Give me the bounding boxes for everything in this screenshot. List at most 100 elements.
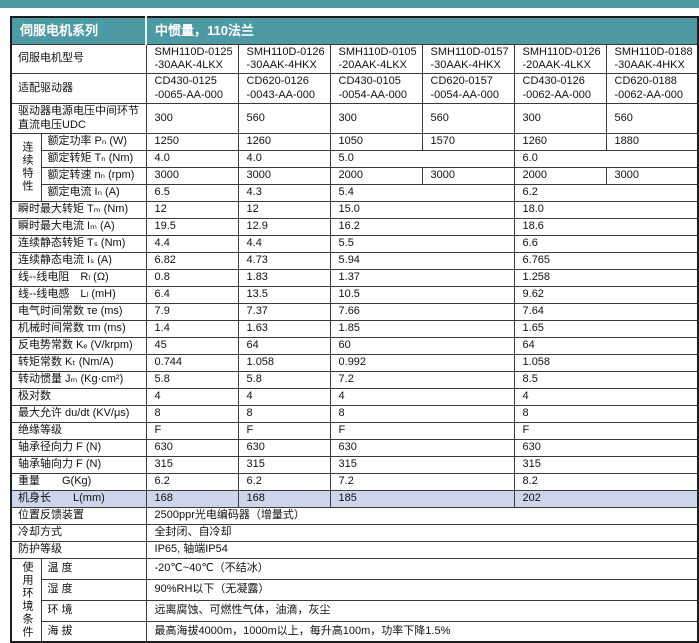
spec-value-cell: 13.5	[237, 285, 331, 304]
spec-value-cell: 1.058	[237, 353, 331, 372]
spec-value-cell: 18.6	[513, 217, 699, 236]
spec-row-label: 轴承径向力 F (N)	[10, 438, 147, 457]
spec-value-cell: 630	[237, 438, 331, 457]
spec-row-label: 极对数	[10, 387, 147, 406]
spec-value-cell: 12.9	[237, 217, 331, 236]
spec-row: 轴承径向力 F (N) 630 630 630 630	[10, 438, 699, 457]
spec-value-cell: 8	[513, 404, 699, 423]
spec-value-cell: CD620-0188 -0062-AA-000	[605, 73, 699, 105]
spec-value-cell: 16.2	[329, 217, 515, 236]
spec-value-cell: 1.65	[513, 319, 699, 338]
spec-row-label: 连续静态电流 Iₛ (A)	[10, 251, 147, 270]
spec-value-cell: 5.4	[329, 183, 515, 202]
spec-row: 伺服电机型号 SMH110D-0125 -30AAK-4LKX SMH110D-01…	[10, 43, 699, 75]
spec-value-cell: 6.5	[145, 183, 239, 202]
spec-value-cell: 4.0	[237, 149, 331, 168]
spec-value-cell: 15.0	[329, 200, 515, 219]
spec-value-cell: 4	[237, 387, 331, 406]
spec-row: 海 拔最高海拔4000m，1000m以上，每升高100m，功率下降1.5%	[11, 620, 699, 643]
spec-row: 最大允许 du/dt (KV/μs) 8 8 8 8	[10, 404, 699, 423]
spec-value-cell: 2500ppr光电编码器（增量式）	[145, 506, 699, 525]
spec-value-cell: 6.4	[145, 285, 239, 304]
spec-value-cell: 12	[145, 200, 239, 219]
spec-row-label: 环 境	[40, 599, 147, 622]
spec-value-cell: 1260	[237, 132, 331, 151]
header-series-value: 中惯量，110法兰	[145, 16, 699, 45]
spec-value-cell: 1.4	[145, 319, 239, 338]
spec-row: 位置反馈装置 2500ppr光电编码器（增量式）	[10, 506, 699, 525]
spec-row: 额定电流 Iₙ (A) 6.5 4.3 5.4 6.2	[11, 183, 699, 202]
spec-value-cell: F	[513, 421, 699, 440]
spec-value-cell: 64	[237, 336, 331, 355]
spec-value-cell: 2000	[513, 166, 607, 185]
spec-row: 湿 度 90%RH以下（无凝露）	[11, 578, 699, 601]
spec-value-cell: 8	[145, 404, 239, 423]
spec-value-cell: 630	[513, 438, 699, 457]
spec-row: 使用环境条件温 度 -20℃~40℃（不结冰）	[10, 557, 699, 643]
spec-row-label: 伺服电机型号	[10, 43, 147, 75]
spec-value-cell: 6.6	[513, 234, 699, 253]
spec-row-label: 线--线电感 Lₗ (mH)	[10, 285, 147, 304]
spec-row-label: 机身长 L(mm)	[10, 489, 147, 508]
spec-row: 连续特性 额定功率 Pₙ (W) 1250 1260 1050 1570 1260 1880	[10, 132, 699, 202]
spec-row: 瞬时最大转矩 Tₘ (Nm) 12 12 15.0 18.0	[10, 200, 699, 219]
spec-row-label: 位置反馈装置	[10, 506, 147, 525]
spec-value-cell: 630	[329, 438, 515, 457]
spec-value-cell: 1.63	[237, 319, 331, 338]
spec-value-cell: 315	[237, 455, 331, 474]
spec-value-cell: 6.2	[513, 183, 699, 202]
spec-value-cell: 6.2	[237, 472, 331, 491]
spec-row: 绝缘等级 F F F F	[10, 421, 699, 440]
spec-value-cell: 全封闭、自冷却	[145, 523, 699, 542]
spec-row-highlighted: 机身长 L(mm) 168 168 185 202	[10, 489, 699, 508]
spec-value-cell: 8.5	[513, 370, 699, 389]
spec-value-cell: 4.3	[237, 183, 331, 202]
spec-value-cell: 4	[329, 387, 515, 406]
spec-value-cell: 300	[145, 103, 239, 134]
spec-row-label: 额定电流 Iₙ (A)	[40, 183, 147, 202]
spec-value-cell: 4.4	[237, 234, 331, 253]
spec-value-cell: CD430-0105 -0054-AA-000	[329, 73, 423, 105]
spec-value-cell: 0.744	[145, 353, 239, 372]
spec-value-cell: 5.94	[329, 251, 515, 270]
spec-value-cell: 1.85	[329, 319, 515, 338]
spec-row: 电气时间常数 τe (ms) 7.9 7.37 7.66 7.64	[10, 302, 699, 321]
spec-value-cell: 5.0	[329, 149, 515, 168]
spec-row-label: 适配驱动器	[10, 73, 147, 105]
spec-row-label: 机械时间常数 τm (ms)	[10, 319, 147, 338]
spec-value-cell: 7.9	[145, 302, 239, 321]
group-label: 使用环境条件	[10, 557, 42, 643]
spec-value-cell: F	[237, 421, 331, 440]
spec-value-cell: 5.5	[329, 234, 515, 253]
spec-row-label: 额定转速 nₙ (rpm)	[40, 166, 147, 185]
spec-value-cell: 1.058	[513, 353, 699, 372]
spec-value-cell: 6.2	[145, 472, 239, 491]
spec-value-cell: CD430-0125 -0065-AA-000	[145, 73, 239, 105]
spec-row-label: 额定转矩 Tₙ (Nm)	[40, 149, 147, 168]
spec-value-cell: SMH110D-0126 -20AAK-4LKX	[513, 43, 607, 75]
spec-value-cell: 6.82	[145, 251, 239, 270]
spec-value-cell: CD620-0126 -0043-AA-000	[237, 73, 331, 105]
spec-row: 瞬时最大电流 Iₘ (A) 19.5 12.9 16.2 18.6	[10, 217, 699, 236]
spec-row: 适配驱动器 CD430-0125 -0065-AA-000 CD620-0126 -…	[10, 73, 699, 105]
spec-value-cell: 8.2	[513, 472, 699, 491]
spec-value-cell: 315	[513, 455, 699, 474]
spec-value-cell: 4	[513, 387, 699, 406]
spec-row: 重量 G(Kg) 6.2 6.2 7.2 8.2	[10, 472, 699, 491]
spec-value-cell: 1.37	[329, 268, 515, 287]
spec-value-cell: 4.4	[145, 234, 239, 253]
spec-value-cell: 8	[237, 404, 331, 423]
spec-row-label: 转矩常数 Kₜ (Nm/A)	[10, 353, 147, 372]
spec-value-cell: 远离腐蚀、可燃性气体，油滴，灰尘	[145, 599, 699, 622]
top-accent-bar	[0, 0, 699, 8]
spec-value-cell: SMH110D-0188 -30AAK-4HKX	[605, 43, 699, 75]
spec-value-cell: 18.0	[513, 200, 699, 219]
spec-row-label: 绝缘等级	[10, 421, 147, 440]
servo-motor-spec-table: 伺服电机系列 中惯量，110法兰 伺服电机型号 SMH110D-0125 -30A…	[10, 16, 699, 643]
spec-value-cell: 3000	[605, 166, 699, 185]
spec-value-cell: 300	[329, 103, 423, 134]
spec-value-cell: 1250	[145, 132, 239, 151]
spec-row: 转动惯量 Jₘ (Kg·cm²) 5.8 5.8 7.2 8.5	[10, 370, 699, 389]
spec-row-label: 额定功率 Pₙ (W)	[40, 132, 147, 151]
spec-value-cell: 185	[329, 489, 515, 508]
